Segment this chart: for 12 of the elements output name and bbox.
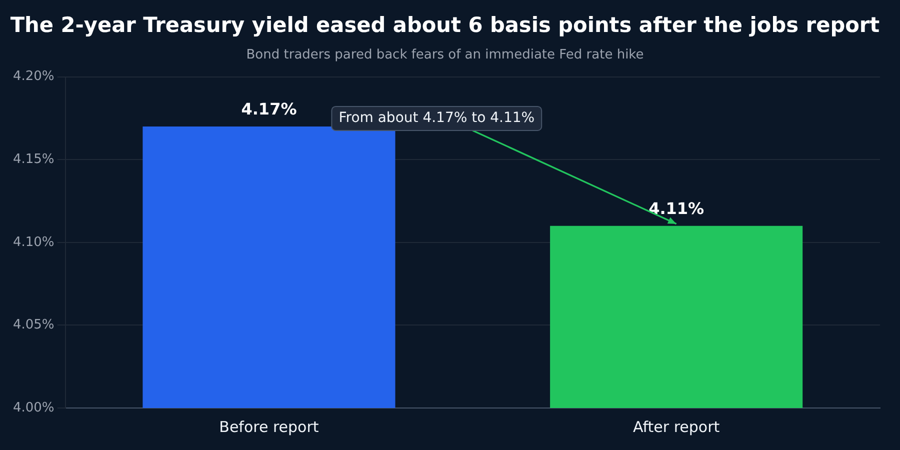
y-tick-label: 4.15% — [12, 152, 54, 167]
x-tick-label: Before report — [219, 418, 319, 436]
y-tick-label: 4.10% — [12, 234, 54, 250]
chart-subtitle: Bond traders pared back fears of an immediate Fed rate hike — [246, 47, 644, 62]
annotation: From about 4.17% to 4.11% — [338, 110, 535, 126]
x-tick-label: After report — [633, 418, 720, 436]
y-tick-label: 4.00% — [12, 400, 54, 416]
y-tick-label: 4.20% — [12, 69, 54, 84]
data-label: 4.17% — [241, 100, 297, 119]
chart-title: The 2-year Treasury yield eased about 6 basis points after the jobs report — [10, 12, 880, 38]
y-tick-label: 4.05% — [12, 318, 54, 333]
data-label: 4.11% — [648, 198, 704, 218]
